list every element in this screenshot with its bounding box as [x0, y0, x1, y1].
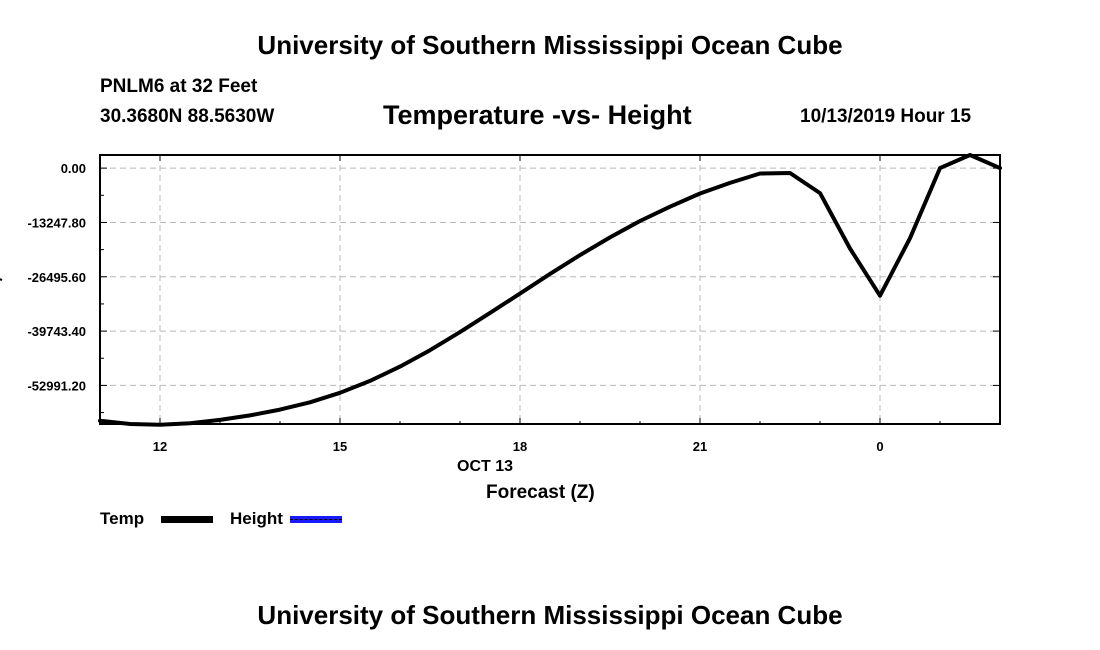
- y-axis-label-fragment: [0, 245, 3, 307]
- data-point-temp: [579, 254, 581, 256]
- x-tick-label: 21: [693, 439, 707, 454]
- x-tick-label: 12: [153, 439, 167, 454]
- data-point-temp: [669, 205, 671, 208]
- bottom-banner: University of Southern Mississippi Ocean…: [257, 600, 843, 630]
- date-tick-label: OCT 13: [457, 458, 514, 475]
- data-point-temp: [939, 167, 941, 169]
- legend-temp-swatch: [161, 516, 213, 523]
- data-point-temp: [879, 294, 881, 297]
- x-axis-label: Forecast (Z): [486, 482, 595, 503]
- legend-height-label: Height: [230, 509, 283, 528]
- data-point-temp: [789, 172, 791, 174]
- series-layer: [98, 153, 1002, 427]
- data-point-temp: [249, 414, 251, 417]
- data-point-temp: [399, 365, 401, 368]
- data-point-temp: [909, 237, 911, 240]
- data-point-temp: [429, 349, 431, 351]
- data-point-temp: [849, 247, 851, 250]
- data-point-temp: [309, 401, 311, 404]
- data-point-temp: [729, 182, 731, 184]
- station-label: PNLM6 at 32 Feet: [100, 76, 258, 97]
- x-tick-label: 0: [876, 439, 883, 454]
- data-point-temp: [339, 392, 341, 394]
- x-tick-label: 18: [513, 439, 527, 454]
- date-hour-label: 10/13/2019 Hour 15: [800, 106, 972, 127]
- y-tick-label: -39743.40: [27, 324, 86, 339]
- axis-ticks: 12 15 18 21 0 0.00 -13247.80 -26495.60 -39743.40…: [27, 155, 1001, 454]
- data-point-temp: [489, 312, 491, 314]
- data-point-temp: [369, 380, 371, 382]
- series-line-temp: [98, 153, 1002, 427]
- x-tick-label: 15: [333, 439, 347, 454]
- y-tick-label: -13247.80: [27, 215, 86, 230]
- data-point-temp: [219, 419, 221, 421]
- chart-title: Temperature -vs- Height: [383, 100, 692, 130]
- coordinates-label: 30.3680N 88.5630W: [100, 106, 275, 127]
- data-point-temp: [609, 236, 611, 239]
- data-point-temp: [519, 292, 521, 295]
- legend-height-dash: [290, 519, 342, 520]
- data-point-temp: [459, 331, 461, 333]
- y-tick-label: -26495.60: [27, 270, 86, 285]
- grid-lines: [100, 155, 1000, 424]
- data-point-temp: [759, 172, 761, 175]
- y-tick-label: -52991.20: [27, 378, 86, 393]
- top-banner: University of Southern Mississippi Ocean…: [257, 30, 843, 60]
- data-point-temp: [699, 192, 701, 195]
- data-point-temp: [819, 192, 821, 194]
- data-point-temp: [279, 408, 281, 411]
- y-tick-label: 0.00: [61, 161, 86, 176]
- data-point-temp: [549, 273, 551, 275]
- plot-frame: [99, 154, 1001, 425]
- legend-temp-label: Temp: [100, 509, 145, 528]
- data-point-temp: [639, 220, 641, 222]
